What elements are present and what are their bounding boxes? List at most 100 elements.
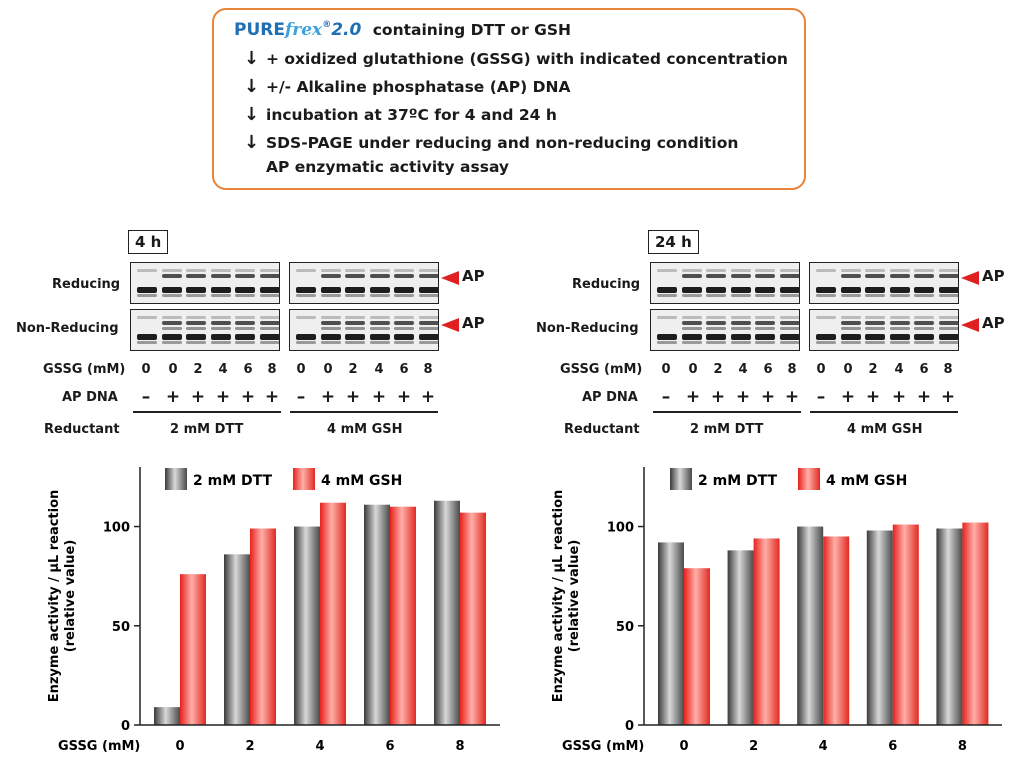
gel-band: [418, 334, 438, 340]
gel-band: [865, 269, 885, 272]
bar-gsh: [320, 502, 346, 725]
gel-band: [259, 316, 279, 319]
gel-band: [345, 321, 365, 325]
gel-band: [938, 287, 958, 293]
apdna-value: +: [735, 387, 751, 407]
gel-band: [730, 341, 751, 344]
gel-band: [235, 287, 255, 293]
gel-image: [809, 309, 959, 351]
gel-band: [137, 269, 157, 272]
gel-band: [657, 334, 677, 340]
gel-band: [259, 327, 279, 330]
gel-band: [296, 334, 316, 340]
x-tick-label: 2: [749, 739, 758, 754]
gel-band: [235, 316, 255, 319]
gel-band: [938, 334, 958, 340]
gel-band: [706, 316, 726, 319]
gel-band: [889, 321, 910, 325]
gssg-value: 2: [193, 362, 203, 377]
x-tick-label: 4: [315, 739, 324, 754]
gel-band: [657, 316, 677, 319]
gssg-value: 8: [787, 362, 797, 377]
gel-band: [816, 269, 836, 272]
apdna-value: +: [396, 387, 412, 407]
protocol-line-3: +/- Alkaline phosphatase (AP) DNA: [266, 78, 571, 96]
divider-line: [810, 411, 958, 413]
x-tick-label: 0: [679, 739, 688, 754]
gel-image: [130, 262, 280, 304]
gel-band: [681, 316, 702, 319]
gel-band: [706, 269, 726, 272]
gel-band: [816, 294, 836, 297]
gel-band: [755, 341, 775, 344]
ap-label: AP: [462, 314, 485, 332]
gel-band: [938, 341, 958, 344]
gel-band: [418, 321, 438, 325]
gel-band: [779, 321, 799, 325]
time-label: 24 h: [648, 230, 699, 254]
reductant-dtt: 2 mM DTT: [170, 422, 244, 437]
gel-band: [186, 321, 206, 325]
gssg-value: 8: [943, 362, 953, 377]
gel-band: [865, 274, 885, 278]
gel-band: [840, 334, 861, 340]
gssg-value: 0: [688, 362, 698, 377]
gel-band: [259, 287, 279, 293]
gel-band: [914, 287, 934, 293]
gel-band: [320, 287, 341, 293]
purefrex-logo: PUREfrex®2.0: [234, 20, 362, 40]
bar-dtt: [866, 530, 893, 725]
gssg-value: 4: [894, 362, 904, 377]
apdna-value: +: [420, 387, 436, 407]
y-axis-label: (relative value): [63, 540, 78, 653]
gel-band: [320, 321, 341, 325]
reductant-label: Reductant: [44, 422, 120, 437]
gel-band: [914, 274, 934, 278]
gel-band: [296, 269, 316, 272]
gel-image: [130, 309, 280, 351]
gel-band: [210, 274, 231, 278]
gel-band: [296, 316, 316, 319]
bar-dtt: [936, 528, 963, 725]
gel-band: [938, 274, 958, 278]
gel-band: [235, 269, 255, 272]
gel-band: [865, 341, 885, 344]
x-tick-label: 8: [455, 739, 464, 754]
gssg-value: 8: [423, 362, 433, 377]
apdna-value: +: [940, 387, 956, 407]
gel-band: [840, 274, 861, 278]
bar-gsh: [250, 528, 276, 725]
gel-band: [730, 274, 751, 278]
gel-band: [394, 274, 414, 278]
gssg-label: GSSG (mM): [560, 362, 643, 377]
down-arrow-icon: ↓: [244, 48, 260, 69]
gel-band: [681, 274, 702, 278]
apdna-value: +: [165, 387, 181, 407]
gel-band: [210, 334, 231, 340]
gel-band: [706, 334, 726, 340]
gel-band: [369, 294, 390, 297]
bar-gsh: [180, 574, 206, 725]
apdna-value: +: [685, 387, 701, 407]
gel-band: [259, 321, 279, 325]
gel-band: [345, 287, 365, 293]
gel-band: [755, 316, 775, 319]
gel-band: [889, 327, 910, 330]
gel-band: [779, 316, 799, 319]
gel-band: [755, 321, 775, 325]
bar-dtt: [154, 707, 180, 725]
gel-band: [369, 327, 390, 330]
x-tick-label: 8: [958, 739, 967, 754]
gel-band: [706, 341, 726, 344]
down-arrow-icon: ↓: [244, 132, 260, 153]
gel-band: [865, 287, 885, 293]
gel-band: [816, 316, 836, 319]
legend-label-gsh: 4 mM GSH: [321, 473, 402, 489]
ap-label: AP: [982, 267, 1005, 285]
ap-arrow-icon: [441, 318, 459, 332]
gel-band: [779, 294, 799, 297]
gssg-value: 2: [713, 362, 723, 377]
gel-band: [730, 321, 751, 325]
divider-line: [653, 411, 801, 413]
gel-band: [369, 334, 390, 340]
